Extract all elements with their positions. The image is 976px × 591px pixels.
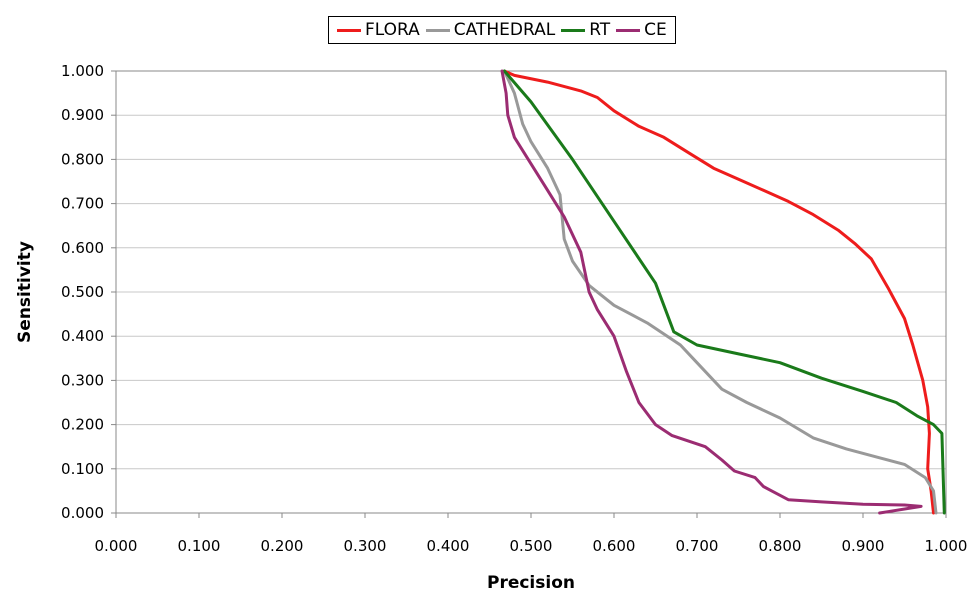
legend-item-cathedral: CATHEDRAL	[425, 19, 556, 40]
x-tick-label: 0.200	[261, 537, 304, 555]
chart-legend: FLORA CATHEDRAL RT CE	[328, 16, 676, 44]
y-tick-label: 0.200	[61, 416, 104, 434]
legend-item-ce: CE	[616, 19, 667, 40]
y-tick-label: 1.000	[61, 62, 104, 80]
x-tick-label: 0.500	[510, 537, 553, 555]
legend-swatch	[561, 28, 586, 32]
legend-label: FLORA	[365, 19, 420, 40]
legend-label: CE	[644, 19, 667, 40]
x-tick-label: 0.100	[178, 537, 221, 555]
x-tick-label: 0.700	[676, 537, 719, 555]
y-tick-label: 0.500	[61, 283, 104, 301]
x-tick-label: 0.900	[842, 537, 885, 555]
y-tick-label: 0.300	[61, 371, 104, 389]
series-line-cathedral	[502, 69, 938, 515]
legend-item-flora: FLORA	[337, 19, 420, 40]
y-tick-label: 0.700	[61, 195, 104, 213]
y-tick-label: 0.600	[61, 239, 104, 257]
x-tick-label: 0.300	[344, 537, 387, 555]
y-tick-label: 0.900	[61, 106, 104, 124]
y-tick-label: 0.400	[61, 327, 104, 345]
x-tick-label: 0.800	[759, 537, 802, 555]
legend-item-rt: RT	[561, 19, 611, 40]
y-tick-label: 0.100	[61, 460, 104, 478]
series-line-ce	[500, 69, 923, 515]
x-tick-label: 0.400	[427, 537, 470, 555]
y-tick-label: 0.000	[61, 504, 104, 522]
x-tick-label: 1.000	[925, 537, 968, 555]
legend-swatch	[425, 28, 450, 32]
y-tick-label: 0.800	[61, 150, 104, 168]
x-tick-label: 0.600	[593, 537, 636, 555]
y-axis-ticks: 0.000 0.100 0.200 0.300 0.400 0.500 0.600 0.700…	[61, 62, 116, 522]
legend-label: CATHEDRAL	[453, 19, 556, 40]
series-line-rt	[502, 69, 946, 515]
gridlines	[116, 70, 946, 514]
x-axis-title: Precision	[487, 573, 575, 591]
x-axis-ticks: 0.000 0.100 0.200 0.300 0.400 0.500 0.600 0.700…	[95, 513, 968, 555]
series-lines	[500, 69, 946, 515]
y-axis-title: Sensitivity	[15, 241, 35, 343]
series-line-flora	[502, 69, 935, 515]
legend-swatch	[616, 28, 641, 32]
legend-swatch	[337, 28, 361, 32]
x-tick-label: 0.000	[95, 537, 138, 555]
legend-label: RT	[589, 19, 611, 40]
